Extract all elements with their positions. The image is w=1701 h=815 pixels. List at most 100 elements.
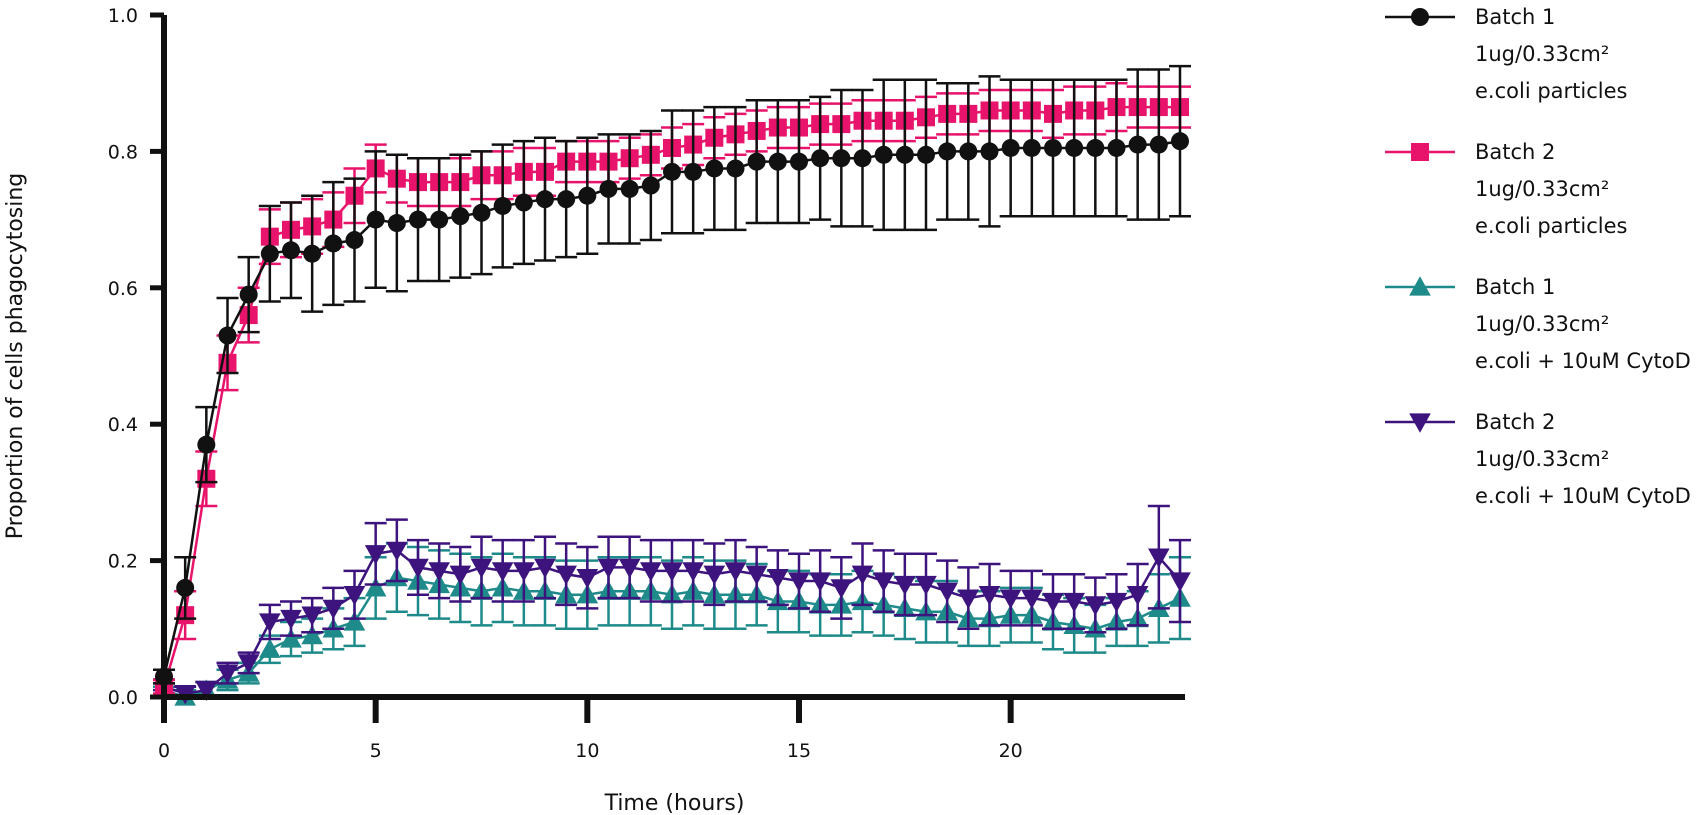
- data-point: [661, 562, 683, 582]
- data-point: [768, 152, 787, 171]
- data-point: [259, 638, 281, 658]
- x-tick-label: 0: [158, 740, 170, 762]
- data-point: [409, 210, 427, 229]
- data-point: [576, 569, 599, 589]
- data-point: [218, 326, 237, 345]
- data-point: [959, 142, 978, 161]
- data-point: [1148, 548, 1170, 568]
- series-4: [153, 504, 1191, 705]
- data-point: [1044, 138, 1062, 157]
- data-point: [1126, 586, 1149, 606]
- data-point: [1086, 138, 1105, 157]
- legend-label-line: 1ug/0.33cm²: [1475, 447, 1609, 471]
- legend-label-line: 1ug/0.33cm²: [1475, 312, 1609, 336]
- legend-item-4: Batch 2 1ug/0.33cm² e.coli + 10uM CytoD: [1385, 410, 1691, 508]
- data-point: [832, 149, 851, 168]
- data-point: [1065, 138, 1084, 157]
- data-point: [364, 577, 387, 597]
- data-point: [1021, 589, 1043, 609]
- data-point: [641, 176, 660, 195]
- legend-item-1: Batch 1 1ug/0.33cm² e.coli particles: [1385, 5, 1627, 103]
- data-point: [345, 231, 364, 250]
- data-point: [364, 545, 387, 565]
- data-point: [745, 565, 768, 586]
- data-point: [514, 193, 533, 212]
- data-point: [894, 575, 916, 596]
- x-axis-title: Time (hours): [604, 791, 745, 815]
- data-point: [280, 628, 302, 648]
- legend-label-line: Batch 1: [1475, 5, 1555, 29]
- data-point: [343, 586, 366, 606]
- data-point: [809, 572, 831, 592]
- data-point: [978, 586, 1001, 606]
- data-point: [239, 285, 258, 304]
- data-point: [938, 142, 957, 161]
- y-tick-label: 0.8: [108, 141, 138, 163]
- data-point: [957, 589, 980, 609]
- legend-label-line: e.coli + 10uM CytoD: [1475, 484, 1691, 508]
- series-layer: [153, 64, 1191, 706]
- data-point: [853, 149, 872, 168]
- data-point: [534, 558, 556, 579]
- data-point: [303, 244, 322, 263]
- data-point: [915, 575, 937, 596]
- data-point: [684, 162, 703, 181]
- data-point: [491, 562, 514, 582]
- y-axis-title: Proportion of cells phagocytosing: [3, 173, 28, 540]
- data-point: [1169, 572, 1191, 592]
- data-point: [597, 558, 620, 579]
- data-point: [936, 582, 958, 603]
- data-point: [324, 234, 343, 253]
- data-point: [1022, 138, 1041, 157]
- legend-label-line: 1ug/0.33cm²: [1475, 42, 1609, 66]
- data-point: [428, 562, 450, 582]
- y-tick-label: 0.0: [108, 687, 138, 709]
- data-point: [747, 152, 766, 171]
- x-tick-label: 10: [575, 740, 599, 762]
- legend-label-line: 1ug/0.33cm²: [1475, 177, 1609, 201]
- data-point: [682, 562, 704, 582]
- data-point: [259, 613, 281, 633]
- data-point: [726, 159, 745, 178]
- data-point: [1042, 592, 1064, 613]
- x-tick-label: 20: [999, 740, 1023, 762]
- data-point: [1149, 135, 1168, 154]
- x-tick-label: 15: [787, 740, 811, 762]
- data-point: [493, 196, 512, 215]
- data-point: [578, 186, 597, 205]
- data-point: [555, 565, 577, 586]
- y-tick-label: 0.2: [108, 551, 138, 573]
- data-point: [301, 624, 323, 645]
- data-point: [197, 435, 216, 454]
- data-point: [1171, 132, 1189, 151]
- legend-label-line: Batch 2: [1475, 140, 1555, 164]
- data-point: [874, 145, 893, 164]
- data-point: [195, 681, 218, 701]
- data-point: [663, 162, 681, 181]
- data-point: [216, 664, 239, 684]
- legend-label-line: e.coli particles: [1475, 214, 1627, 238]
- data-point: [980, 142, 999, 161]
- data-point: [851, 565, 874, 586]
- data-point: [830, 579, 853, 599]
- data-point: [895, 145, 914, 164]
- data-point: [599, 179, 618, 198]
- data-point: [449, 565, 472, 586]
- y-tick-label: 0.4: [108, 414, 138, 436]
- data-point: [1063, 592, 1085, 613]
- x-tick-label: 5: [370, 740, 382, 762]
- data-point: [282, 241, 300, 260]
- y-tick-label: 0.6: [108, 278, 138, 300]
- data-point: [280, 609, 302, 630]
- data-point: [790, 152, 808, 171]
- data-point: [430, 210, 449, 229]
- data-point: [1001, 138, 1020, 157]
- data-point: [470, 558, 493, 579]
- legend-label-line: e.coli particles: [1475, 79, 1627, 103]
- legend-label-line: e.coli + 10uM CytoD: [1475, 349, 1691, 373]
- data-point: [1105, 592, 1128, 613]
- data-point: [557, 190, 576, 209]
- data-point: [872, 572, 895, 592]
